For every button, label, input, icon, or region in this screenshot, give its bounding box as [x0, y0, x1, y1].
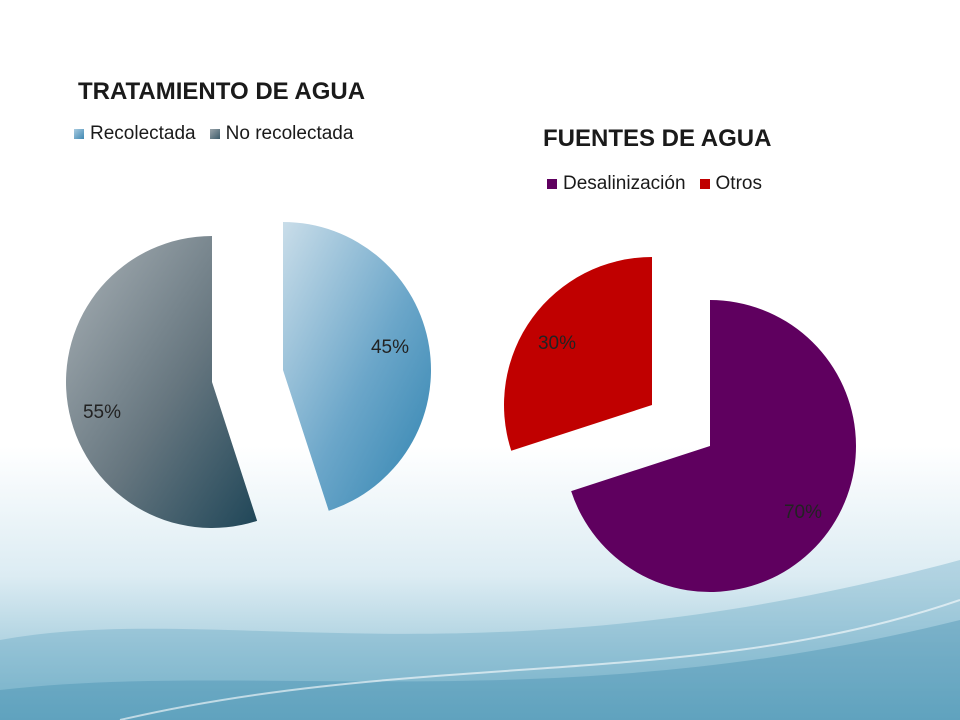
chart2-title: FUENTES DE AGUA: [543, 125, 772, 152]
chart2-legend-item-otros: Otros: [699, 173, 762, 195]
chart2-data-label-otros: 30%: [538, 333, 576, 354]
chart1-data-label-recolectada: 45%: [371, 337, 409, 358]
chart2-legend-label-otros: Otros: [715, 173, 762, 194]
chart2-legend-label-desalinizacion: Desalinización: [563, 173, 686, 194]
chart2-legend-swatch-otros: [699, 179, 710, 189]
chart1-legend: Recolectada No recolectada: [74, 123, 367, 145]
chart2-legend: Desalinización Otros: [547, 173, 776, 195]
chart1-legend-label-no-recolectada: No recolectada: [225, 123, 354, 144]
chart1-legend-item-no-recolectada: No recolectada: [209, 123, 354, 145]
chart2-data-label-desalinizaci-n: 70%: [784, 502, 822, 523]
chart1-slice-recolectada: [283, 222, 432, 511]
chart1-legend-item-recolectada: Recolectada: [74, 123, 196, 145]
chart1-title: TRATAMIENTO DE AGUA: [78, 78, 366, 105]
chart1-legend-swatch-no-recolectada: [209, 129, 220, 139]
chart2-legend-item-desalinizacion: Desalinización: [547, 173, 686, 195]
chart1-data-label-no-recolectada: 55%: [83, 402, 121, 423]
chart2-slice-desalinizaci-n: [571, 300, 856, 592]
chart1-legend-swatch-recolectada: [74, 129, 84, 139]
chart2-slice-otros: [503, 257, 652, 451]
chart1-legend-label-recolectada: Recolectada: [90, 123, 196, 144]
chart2-legend-swatch-desalinizacion: [547, 179, 557, 189]
chart1-slice-no-recolectada: [65, 236, 258, 528]
